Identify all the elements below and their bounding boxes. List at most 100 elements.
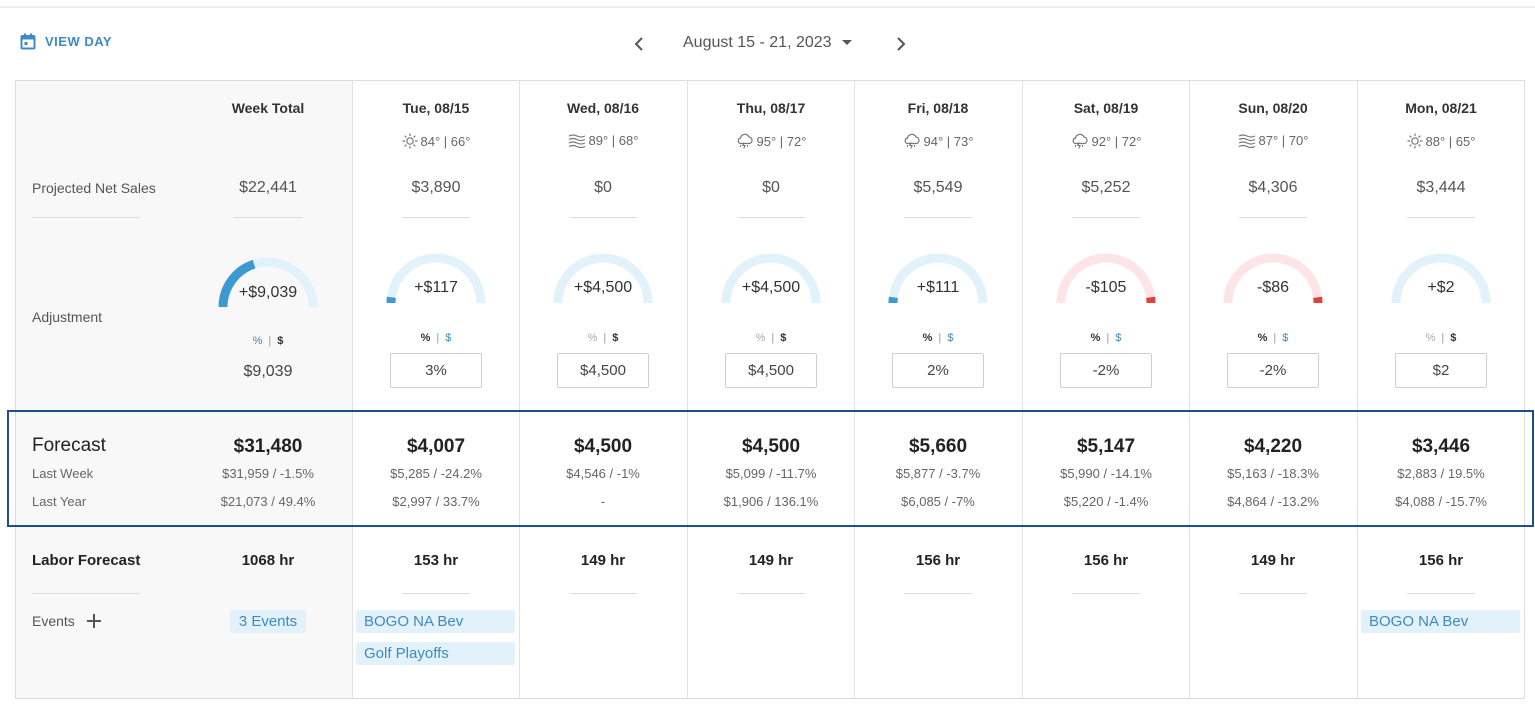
day-weather: 87° | 70° [1190, 133, 1356, 148]
percent-toggle[interactable]: % [1090, 332, 1101, 344]
day-last-year: $2,997 / 33.7% [392, 494, 480, 509]
gauge-fill [218, 259, 256, 308]
day-column: Mon, 08/21 88° | 65° $3,444 +$2 % | $ $2… [1357, 81, 1524, 698]
day-mode-toggle[interactable]: % | $ [1023, 332, 1189, 344]
toggle-separator: | [938, 332, 942, 344]
day-adjustment-value: +$2 [1427, 279, 1455, 296]
dollar-toggle[interactable]: $ [445, 332, 452, 344]
day-labor-forecast: 149 hr [580, 552, 626, 569]
week-total-adjustment-value: +$9,039 [238, 284, 298, 301]
day-adjustment-input[interactable]: $2 [1395, 353, 1487, 388]
top-divider [0, 6, 1535, 8]
event-chip[interactable]: BOGO NA Bev [1361, 610, 1520, 633]
dollar-toggle[interactable]: $ [780, 332, 787, 344]
events-row-label: Events [32, 613, 101, 629]
forecast-grid: Projected Net Sales Adjustment Forecast … [15, 80, 1525, 699]
day-forecast: $4,500 [741, 436, 801, 457]
day-mode-toggle[interactable]: % | $ [520, 332, 686, 344]
day-projected-net-sales: $4,306 [1248, 179, 1298, 196]
day-adjustment-gauge: +$2 [1389, 249, 1493, 313]
gauge-track [888, 253, 988, 304]
percent-toggle[interactable]: % [252, 335, 263, 347]
day-adjustment-input[interactable]: $4,500 [725, 353, 817, 388]
week-total-events-chip[interactable]: 3 Events [230, 610, 306, 633]
day-header: Fri, 08/18 [907, 100, 969, 116]
percent-toggle[interactable]: % [420, 332, 431, 344]
day-last-year: $6,085 / -7% [901, 494, 975, 509]
next-week-button[interactable] [889, 30, 913, 58]
day-last-week: $4,546 / -1% [566, 466, 640, 481]
day-mode-toggle[interactable]: % | $ [688, 332, 854, 344]
dollar-toggle[interactable]: $ [947, 332, 954, 344]
day-mode-toggle[interactable]: % | $ [353, 332, 519, 344]
day-forecast: $4,500 [573, 436, 633, 457]
day-adjustment-input[interactable]: -2% [1060, 353, 1152, 388]
gauge-track [553, 253, 653, 304]
cell-divider [1239, 217, 1307, 218]
day-mode-toggle[interactable]: % | $ [1190, 332, 1356, 344]
day-forecast: $4,220 [1243, 436, 1303, 457]
percent-toggle[interactable]: % [1425, 332, 1436, 344]
day-labor-forecast: 156 hr [915, 552, 961, 569]
date-range-label: August 15 - 21, 2023 [683, 34, 832, 51]
cell-divider [1072, 217, 1140, 218]
percent-toggle[interactable]: % [587, 332, 598, 344]
day-projected-net-sales: $3,444 [1416, 179, 1466, 196]
day-last-week: $2,883 / 19.5% [1397, 466, 1485, 481]
gauge-track [721, 253, 821, 304]
toggle-separator: | [1441, 332, 1445, 344]
cell-divider [737, 217, 805, 218]
label-divider [32, 217, 140, 218]
day-adjustment-input[interactable]: 2% [892, 353, 984, 388]
percent-toggle[interactable]: % [755, 332, 766, 344]
day-adjustment-input[interactable]: -2% [1227, 353, 1319, 388]
calendar-icon [20, 33, 36, 50]
cell-divider [904, 217, 972, 218]
day-adjustment-gauge: +$111 [886, 249, 990, 313]
week-total-adjustment-gauge: +$9,039 [216, 253, 320, 317]
date-range-selector[interactable]: August 15 - 21, 2023 [683, 34, 852, 52]
previous-week-button[interactable] [627, 30, 651, 58]
chevron-right-icon [897, 37, 906, 51]
thunderstorm-icon [1071, 133, 1089, 149]
day-forecast: $3,446 [1411, 436, 1471, 457]
day-last-year: - [600, 494, 606, 509]
cell-divider [402, 217, 470, 218]
day-adjustment-input[interactable]: $4,500 [557, 353, 649, 388]
dollar-toggle[interactable]: $ [1115, 332, 1122, 344]
toggle-separator: | [268, 335, 272, 347]
day-weather: 88° | 65° [1358, 133, 1524, 149]
week-total-last-year: $21,073 / 49.4% [220, 494, 316, 509]
day-last-year: $5,220 / -1.4% [1063, 494, 1149, 509]
day-labor-forecast: 156 hr [1083, 552, 1129, 569]
day-adjustment-input[interactable]: 3% [390, 353, 482, 388]
day-weather: 92° | 72° [1023, 133, 1189, 149]
label-divider [32, 593, 140, 594]
day-temps: 88° | 65° [1425, 133, 1476, 149]
day-mode-toggle[interactable]: % | $ [855, 332, 1021, 344]
week-total-column: Projected Net Sales Adjustment Forecast … [16, 81, 352, 698]
dollar-toggle[interactable]: $ [1282, 332, 1289, 344]
event-chip[interactable]: Golf Playoffs [356, 642, 515, 665]
caret-down-icon [841, 40, 852, 45]
percent-toggle[interactable]: % [1257, 332, 1268, 344]
week-total-mode-toggle[interactable]: % | $ [184, 335, 352, 347]
day-header: Sat, 08/19 [1073, 100, 1139, 116]
cell-divider [569, 593, 637, 594]
day-column: Wed, 08/16 89° | 68° $0 +$4,500 % | $ $4… [519, 81, 686, 698]
view-day-button[interactable]: VIEW DAY [20, 33, 112, 50]
day-mode-toggle[interactable]: % | $ [1358, 332, 1524, 344]
dollar-toggle[interactable]: $ [1450, 332, 1457, 344]
add-event-icon[interactable] [86, 614, 101, 628]
cell-divider [737, 593, 805, 594]
day-column: Fri, 08/18 94° | 73° $5,549 +$111 % | $ … [854, 81, 1021, 698]
day-last-year: $4,864 / -13.2% [1227, 494, 1319, 509]
percent-toggle[interactable]: % [922, 332, 933, 344]
dollar-toggle[interactable]: $ [277, 335, 284, 347]
day-weather: 84° | 66° [353, 133, 519, 149]
cell-divider [904, 593, 972, 594]
event-chip[interactable]: BOGO NA Bev [356, 610, 515, 633]
dollar-toggle[interactable]: $ [612, 332, 619, 344]
day-adjustment-gauge: +$4,500 [551, 249, 655, 313]
week-total-labor: 1068 hr [241, 552, 295, 569]
